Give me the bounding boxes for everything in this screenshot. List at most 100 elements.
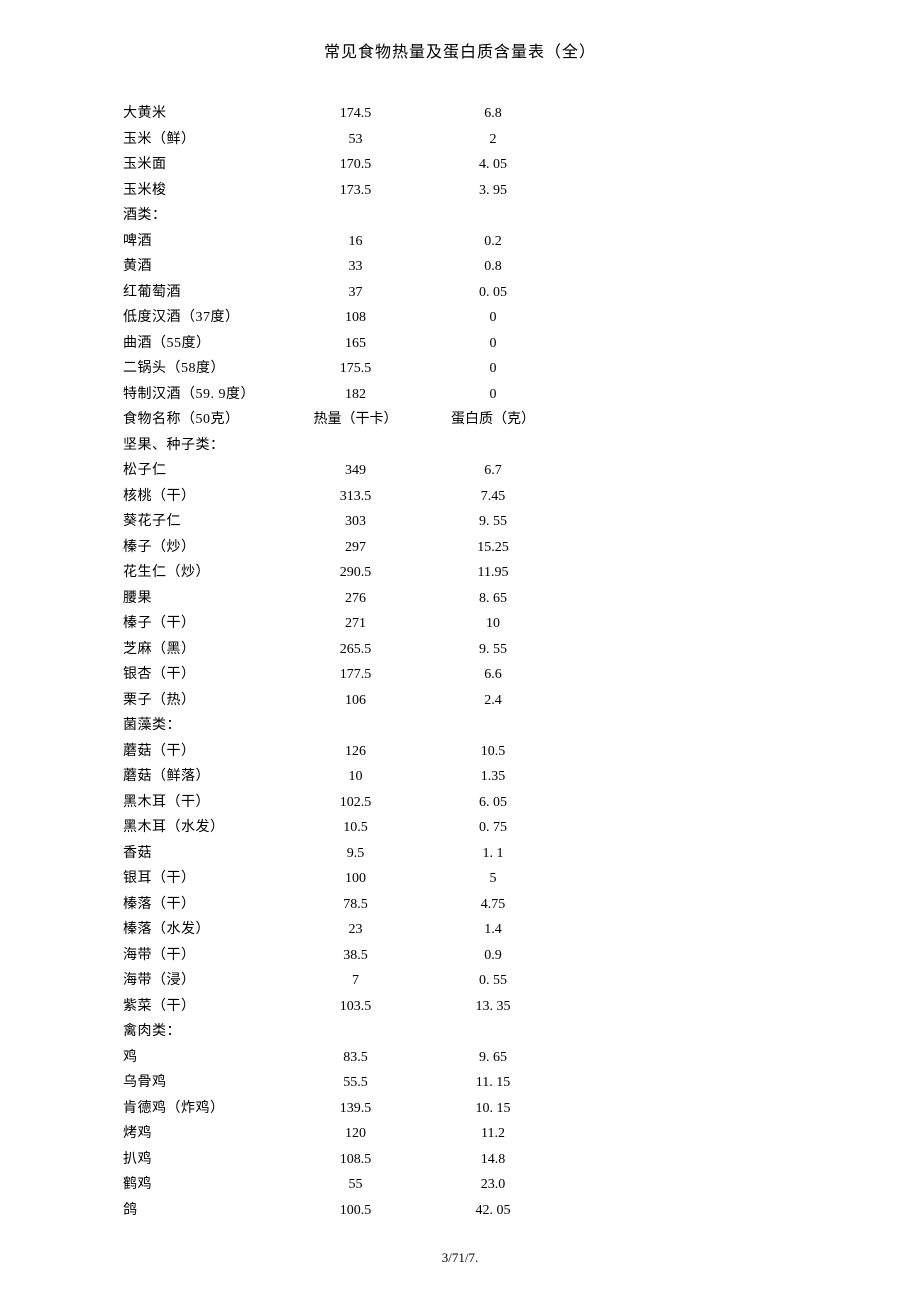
protein-value: 10.5 — [423, 744, 563, 760]
food-name: 香菇 — [123, 842, 288, 862]
protein-value: 0 — [423, 361, 563, 377]
food-name: 栗子（热） — [123, 689, 288, 709]
food-name: 海带（浸） — [123, 969, 288, 989]
table-row: 曲酒（55度）1650 — [123, 332, 920, 358]
food-name: 榛落（水发） — [123, 918, 288, 938]
protein-value: 0 — [423, 336, 563, 352]
food-name: 海带（干） — [123, 944, 288, 964]
page-number: 3/71/7. — [0, 1250, 920, 1266]
calorie-value: 175.5 — [288, 361, 423, 377]
table-row: 黑木耳（水发）10.50. 75 — [123, 816, 920, 842]
calorie-value: 108.5 — [288, 1152, 423, 1168]
protein-value: 0.9 — [423, 948, 563, 964]
protein-value: 0 — [423, 387, 563, 403]
table-row: 海带（干）38.50.9 — [123, 944, 920, 970]
food-name: 坚果、种子类： — [123, 434, 288, 454]
protein-value: 0. 05 — [423, 285, 563, 301]
protein-value: 4.75 — [423, 897, 563, 913]
table-row: 坚果、种子类： — [123, 434, 920, 460]
food-name: 鸽 — [123, 1199, 288, 1219]
protein-value: 9. 65 — [423, 1050, 563, 1066]
protein-value: 1.4 — [423, 922, 563, 938]
food-name: 酒类： — [123, 204, 288, 224]
table-row: 鹤鸡5523.0 — [123, 1173, 920, 1199]
protein-value: 5 — [423, 871, 563, 887]
calorie-value: 174.5 — [288, 106, 423, 122]
calorie-value: 7 — [288, 973, 423, 989]
protein-value: 9. 55 — [423, 642, 563, 658]
food-name: 禽肉类： — [123, 1020, 288, 1040]
food-name: 鹤鸡 — [123, 1173, 288, 1193]
food-name: 乌骨鸡 — [123, 1071, 288, 1091]
food-name: 松子仁 — [123, 459, 288, 479]
calorie-value: 55 — [288, 1177, 423, 1193]
table-row: 黑木耳（干）102.56. 05 — [123, 791, 920, 817]
protein-value: 13. 35 — [423, 999, 563, 1015]
calorie-value: 38.5 — [288, 948, 423, 964]
protein-value: 6.8 — [423, 106, 563, 122]
protein-value: 4. 05 — [423, 157, 563, 173]
table-row: 玉米（鲜）532 — [123, 128, 920, 154]
food-name: 扒鸡 — [123, 1148, 288, 1168]
table-row: 禽肉类： — [123, 1020, 920, 1046]
protein-value: 0. 55 — [423, 973, 563, 989]
table-row: 银杏（干）177.56.6 — [123, 663, 920, 689]
table-row: 玉米面170.54. 05 — [123, 153, 920, 179]
table-row: 乌骨鸡55.511. 15 — [123, 1071, 920, 1097]
calorie-value: 33 — [288, 259, 423, 275]
table-row: 花生仁（炒）290.511.95 — [123, 561, 920, 587]
calorie-value: 热量（干卡） — [288, 408, 423, 428]
calorie-value: 303 — [288, 514, 423, 530]
table-row: 松子仁3496.7 — [123, 459, 920, 485]
protein-value: 2 — [423, 132, 563, 148]
table-row: 蘑菇（干）12610.5 — [123, 740, 920, 766]
calorie-value: 78.5 — [288, 897, 423, 913]
protein-value: 23.0 — [423, 1177, 563, 1193]
food-name: 曲酒（55度） — [123, 332, 288, 352]
calorie-value: 276 — [288, 591, 423, 607]
calorie-value: 37 — [288, 285, 423, 301]
food-name: 黑木耳（水发） — [123, 816, 288, 836]
calorie-value: 108 — [288, 310, 423, 326]
calorie-value: 126 — [288, 744, 423, 760]
calorie-value: 290.5 — [288, 565, 423, 581]
table-row: 扒鸡108.514.8 — [123, 1148, 920, 1174]
calorie-value: 173.5 — [288, 183, 423, 199]
calorie-value: 100.5 — [288, 1203, 423, 1219]
food-name: 蘑菇（鲜落） — [123, 765, 288, 785]
food-name: 黑木耳（干） — [123, 791, 288, 811]
protein-value: 9. 55 — [423, 514, 563, 530]
page-title: 常见食物热量及蛋白质含量表（全） — [0, 0, 920, 62]
table-row: 酒类： — [123, 204, 920, 230]
table-row: 葵花子仁3039. 55 — [123, 510, 920, 536]
calorie-value: 265.5 — [288, 642, 423, 658]
table-row: 红葡萄酒370. 05 — [123, 281, 920, 307]
protein-value: 6.7 — [423, 463, 563, 479]
calorie-value: 9.5 — [288, 846, 423, 862]
calorie-value: 102.5 — [288, 795, 423, 811]
table-row: 鸡83.59. 65 — [123, 1046, 920, 1072]
protein-value: 0. 75 — [423, 820, 563, 836]
table-row: 海带（浸）70. 55 — [123, 969, 920, 995]
food-name: 葵花子仁 — [123, 510, 288, 530]
food-name: 黄酒 — [123, 255, 288, 275]
protein-value: 2.4 — [423, 693, 563, 709]
table-row: 榛落（干）78.54.75 — [123, 893, 920, 919]
table-row: 特制汉酒（59. 9度）1820 — [123, 383, 920, 409]
food-name: 榛子（干） — [123, 612, 288, 632]
food-name: 蘑菇（干） — [123, 740, 288, 760]
table-row: 啤酒160.2 — [123, 230, 920, 256]
calorie-value: 139.5 — [288, 1101, 423, 1117]
protein-value: 7.45 — [423, 489, 563, 505]
food-name: 大黄米 — [123, 102, 288, 122]
food-name: 鸡 — [123, 1046, 288, 1066]
table-row: 玉米梭173.53. 95 — [123, 179, 920, 205]
table-row: 烤鸡12011.2 — [123, 1122, 920, 1148]
food-name: 玉米梭 — [123, 179, 288, 199]
table-row: 蘑菇（鲜落）101.35 — [123, 765, 920, 791]
table-row: 菌藻类： — [123, 714, 920, 740]
food-name: 银耳（干） — [123, 867, 288, 887]
table-row: 榛落（水发）231.4 — [123, 918, 920, 944]
calorie-value: 106 — [288, 693, 423, 709]
food-name: 食物名称（50克） — [123, 408, 288, 428]
